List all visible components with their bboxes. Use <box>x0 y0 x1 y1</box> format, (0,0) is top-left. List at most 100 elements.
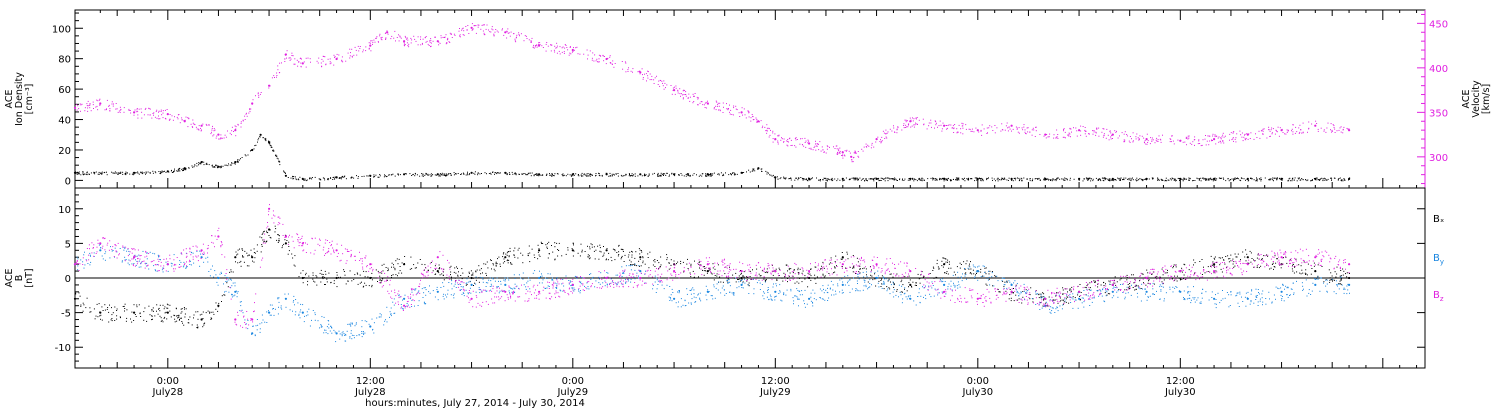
ion-density-series-dot <box>1085 177 1087 179</box>
velocity-series-dot <box>1156 137 1158 139</box>
ion-density-series-dot <box>1112 178 1114 180</box>
velocity-series-dot <box>477 26 479 28</box>
ion-density-series-dot <box>194 164 196 166</box>
b-series-0-point <box>909 283 912 286</box>
b-series-0-dot <box>1068 302 1070 304</box>
b-series-1-point <box>335 332 338 335</box>
b-series-1-point <box>284 297 287 300</box>
ion-density-series-dot <box>237 161 239 162</box>
b-series-0-dot <box>349 270 351 272</box>
velocity-series-dot <box>78 108 80 110</box>
b-series-1-point <box>301 311 304 314</box>
ion-density-series-dot <box>707 175 709 177</box>
velocity-series-dot <box>928 122 930 124</box>
b-series-1-dot <box>1326 279 1328 281</box>
b-series-0-dot <box>598 258 600 260</box>
velocity-series-dot <box>611 63 613 65</box>
b-series-0-dot <box>617 255 619 257</box>
velocity-series-dot <box>89 107 91 109</box>
velocity-series-dot <box>783 138 785 140</box>
velocity-series-dot <box>537 45 539 47</box>
ion-density-series-dot <box>122 171 124 173</box>
ion-density-series-dot <box>84 173 85 175</box>
b-series-0-dot <box>634 257 636 259</box>
velocity-series-dot <box>826 148 828 150</box>
b-series-0-dot <box>466 284 468 285</box>
velocity-series-dot <box>303 61 305 63</box>
b-series-0-dot <box>371 272 373 274</box>
ion-density-series-dot <box>275 155 277 157</box>
b-series-0-dot <box>527 253 529 255</box>
ion-density-series-dot <box>1123 177 1125 179</box>
ion-density-series-dot <box>220 167 222 169</box>
velocity-series-dot <box>1095 132 1097 134</box>
b-series-0-dot <box>800 277 802 279</box>
ion-density-series-dot <box>356 175 357 177</box>
b-series-1-dot <box>512 288 514 290</box>
ion-density-series-dot <box>1282 178 1284 180</box>
b-series-1-dot <box>155 270 156 272</box>
ion-density-series-dot <box>899 179 900 181</box>
velocity-series-dot <box>829 146 830 148</box>
velocity-series-dot <box>1067 134 1069 136</box>
b-series-1-dot <box>463 293 465 294</box>
ion-density-series-dot <box>415 173 416 175</box>
b-series-0-dot <box>801 281 803 283</box>
b-series-0-dot <box>714 275 716 276</box>
b-series-0-dot <box>959 267 961 269</box>
b-series-0-dot <box>193 317 194 319</box>
b-series-0-dot <box>442 275 444 276</box>
b-series-1-dot <box>342 331 344 333</box>
b-series-0-dot <box>181 308 183 310</box>
ion-density-series-dot <box>903 180 905 181</box>
velocity-series-dot <box>962 123 964 125</box>
b-series-0-dot <box>834 267 836 269</box>
ion-density-series-dot <box>427 173 429 175</box>
ion-density-series-dot <box>385 176 387 178</box>
b-series-0-dot <box>163 308 165 310</box>
b-series-1-dot <box>790 290 792 292</box>
b-series-0-dot <box>1215 270 1217 272</box>
ion-density-series-dot <box>506 174 508 176</box>
b-series-0-dot <box>93 308 95 310</box>
b-series-0-dot <box>918 278 920 280</box>
ion-density-series-dot <box>484 172 486 174</box>
b-series-0-dot <box>799 268 801 270</box>
b-series-1-dot <box>655 292 657 293</box>
b-series-0-dot <box>556 242 558 244</box>
b-series-0-dot <box>263 240 265 242</box>
b-series-0-dot <box>1065 298 1067 300</box>
b-series-1-dot <box>1107 289 1109 291</box>
ion-density-series-dot <box>1306 180 1308 182</box>
b-series-0-dot <box>1301 269 1303 271</box>
b-series-0-dot <box>1210 265 1212 267</box>
velocity-series-dot <box>1048 136 1050 138</box>
velocity-series-dot <box>965 124 967 126</box>
b-series-0-dot <box>581 251 583 253</box>
b-series-1-dot <box>571 284 573 286</box>
b-series-0-dot <box>487 267 489 269</box>
velocity-series-dot <box>1202 139 1204 141</box>
ion-density-series-dot <box>514 173 516 175</box>
ion-density-series-dot <box>790 178 792 179</box>
b-series-0-dot <box>1059 297 1061 299</box>
ion-density-series-dot <box>394 175 396 177</box>
velocity-series-dot <box>935 124 937 126</box>
velocity-series-dot <box>258 95 260 97</box>
ion-density-series-dot <box>563 174 565 176</box>
b-series-0-dot <box>948 267 950 269</box>
b-series-0-dot <box>140 316 142 317</box>
b-series-1-dot <box>254 334 256 336</box>
velocity-series-dot <box>329 61 331 63</box>
b-series-0-dot <box>381 272 383 274</box>
b-series-1-dot <box>1146 299 1148 301</box>
ion-density-series-dot <box>1141 178 1143 180</box>
b-series-1-dot <box>236 296 238 298</box>
ion-density-series-dot <box>213 166 215 167</box>
velocity-series-dot <box>260 92 262 93</box>
velocity-series-dot <box>1317 130 1319 132</box>
velocity-series-dot <box>1008 126 1010 128</box>
ion-density-series-dot <box>1305 179 1307 181</box>
b-series-0-dot <box>1165 272 1167 274</box>
b-series-0-dot <box>781 277 783 279</box>
